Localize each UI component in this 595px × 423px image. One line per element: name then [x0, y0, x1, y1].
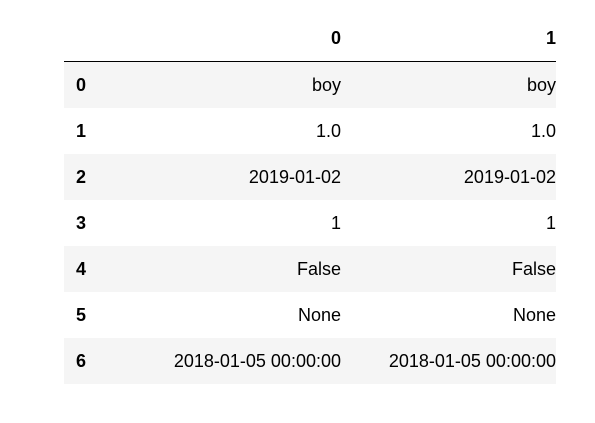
row-index: 0 [76, 75, 87, 95]
table-cell: 1.0 [315, 121, 341, 141]
table-cell: False [511, 259, 556, 279]
table-row: 1 1.0 1.0 [64, 108, 556, 154]
index-header-corner [64, 15, 104, 62]
row-index: 2 [76, 167, 87, 187]
table-cell: boy [311, 75, 341, 95]
table-cell: 2018-01-05 00:00:00 [388, 351, 556, 371]
table-cell: 2019-01-02 [248, 167, 341, 187]
table-cell: 1.0 [530, 121, 556, 141]
table-cell: False [296, 259, 341, 279]
dataframe-table: 0 1 0 boy boy 1 1.0 1.0 2 2019-01-02 201… [64, 15, 556, 384]
row-index: 1 [76, 121, 87, 141]
table-row: 0 boy boy [64, 61, 556, 108]
table-cell: boy [526, 75, 556, 95]
table-row: 5 None None [64, 292, 556, 338]
column-header: 1 [341, 15, 556, 62]
table-row: 2 2019-01-02 2019-01-02 [64, 154, 556, 200]
table-header: 0 1 [64, 15, 556, 62]
table-row: 3 1 1 [64, 200, 556, 246]
table-row: 6 2018-01-05 00:00:00 2018-01-05 00:00:0… [64, 338, 556, 384]
table-cell: 1 [545, 213, 556, 233]
header-row: 0 1 [64, 15, 556, 62]
row-index: 4 [76, 259, 87, 279]
table-row: 4 False False [64, 246, 556, 292]
row-index: 5 [76, 305, 87, 325]
table-cell: 2018-01-05 00:00:00 [173, 351, 341, 371]
table-cell: 2019-01-02 [463, 167, 556, 187]
table-cell: 1 [330, 213, 341, 233]
row-index: 6 [76, 351, 87, 371]
table-body: 0 boy boy 1 1.0 1.0 2 2019-01-02 2019-01… [64, 61, 556, 384]
table-cell: None [297, 305, 341, 325]
table-cell: None [512, 305, 556, 325]
row-index: 3 [76, 213, 87, 233]
column-header: 0 [104, 15, 341, 62]
